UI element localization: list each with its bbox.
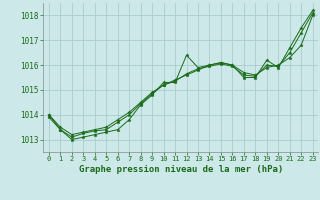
- X-axis label: Graphe pression niveau de la mer (hPa): Graphe pression niveau de la mer (hPa): [79, 165, 283, 174]
